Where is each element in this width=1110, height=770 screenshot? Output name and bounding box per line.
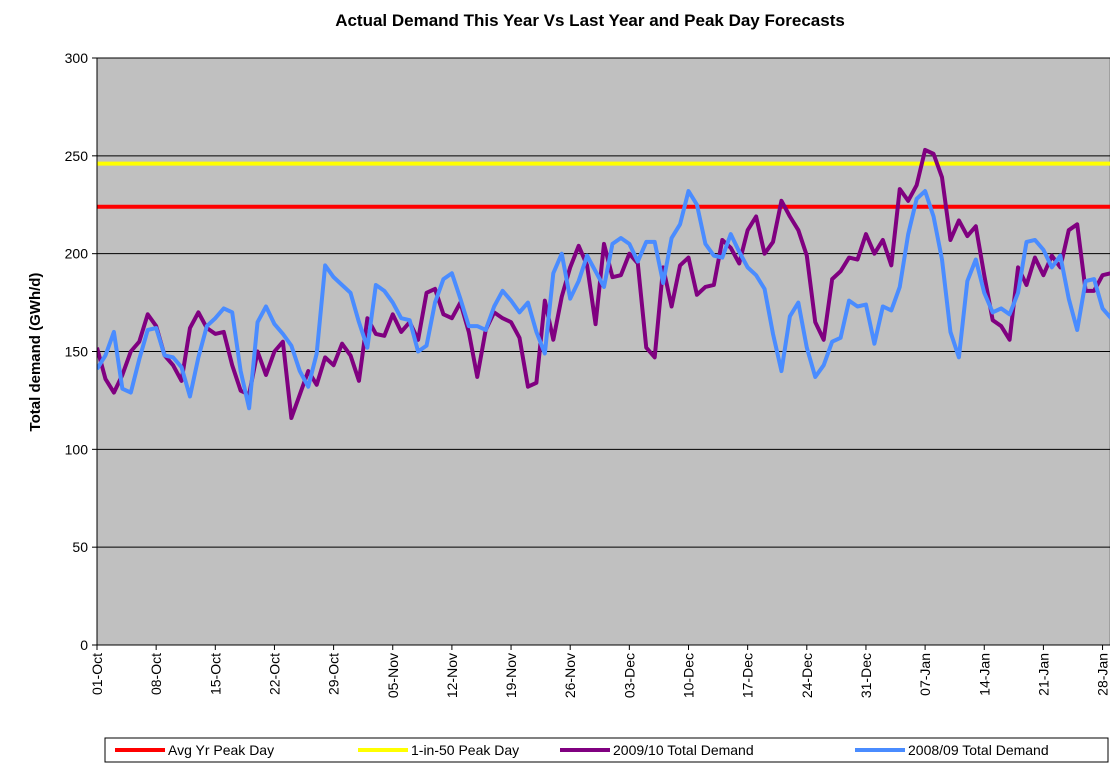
- series-line: [97, 189, 1110, 411]
- x-tick-label: 12-Nov: [444, 653, 460, 698]
- y-tick-label: 50: [72, 539, 88, 555]
- x-tick-label: 31-Dec: [858, 653, 874, 698]
- legend-label: Avg Yr Peak Day: [168, 742, 274, 758]
- y-tick-label: 300: [65, 50, 89, 66]
- legend-label: 2008/09 Total Demand: [908, 742, 1049, 758]
- x-tick-label: 05-Nov: [385, 653, 401, 698]
- x-tick-label: 22-Oct: [266, 653, 282, 695]
- x-tick-label: 07-Jan: [917, 653, 933, 696]
- chart-title: Actual Demand This Year Vs Last Year and…: [335, 11, 845, 30]
- x-tick-label: 24-Dec: [799, 653, 815, 698]
- x-tick-label: 28-Jan: [1095, 653, 1110, 696]
- x-tick-label: 08-Oct: [148, 653, 164, 695]
- y-tick-label: 200: [65, 246, 89, 262]
- y-tick-label: 150: [65, 344, 89, 360]
- y-tick-label: 250: [65, 148, 89, 164]
- x-tick-label: 19-Nov: [503, 653, 519, 698]
- x-tick-label: 14-Jan: [976, 653, 992, 696]
- legend-label: 1-in-50 Peak Day: [411, 742, 519, 758]
- legend-label: 2009/10 Total Demand: [613, 742, 754, 758]
- x-tick-label: 17-Dec: [740, 653, 756, 698]
- x-tick-label: 21-Jan: [1035, 653, 1051, 696]
- x-tick-label: 10-Dec: [681, 653, 697, 698]
- x-tick-label: 01-Oct: [89, 653, 105, 695]
- x-tick-label: 03-Dec: [621, 653, 637, 698]
- y-tick-label: 100: [65, 441, 89, 457]
- y-axis-label: Total demand (GWh/d): [27, 273, 44, 432]
- x-tick-label: 26-Nov: [562, 653, 578, 698]
- x-tick-label: 29-Oct: [326, 653, 342, 695]
- y-tick-label: 0: [80, 637, 88, 653]
- series-line: [97, 147, 1110, 421]
- x-tick-label: 15-Oct: [207, 653, 223, 695]
